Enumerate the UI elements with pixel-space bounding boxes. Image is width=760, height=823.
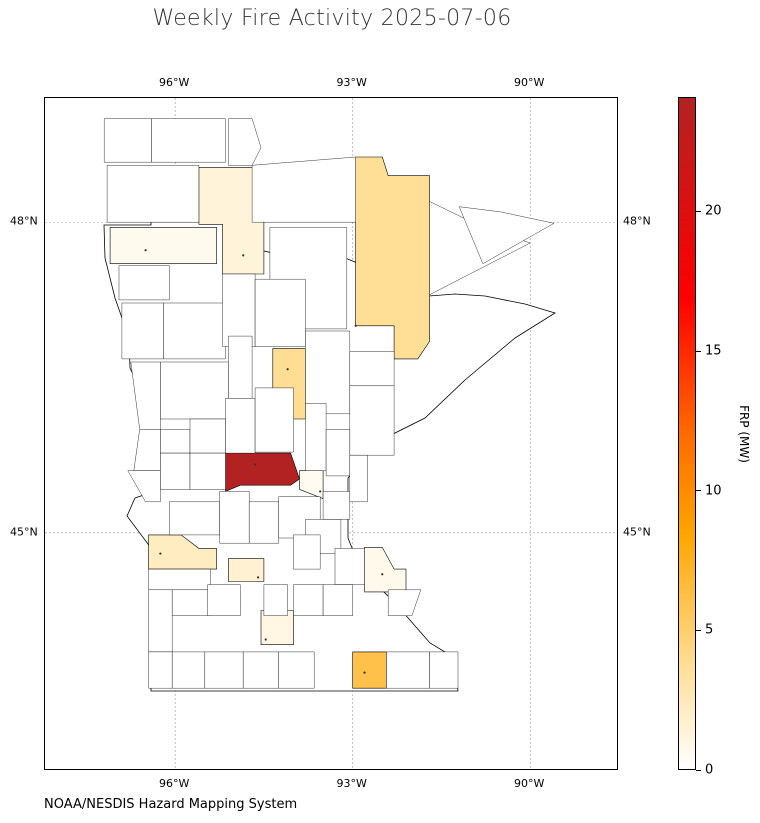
county-rice[interactable] bbox=[322, 584, 353, 616]
county-kandiyohi[interactable] bbox=[219, 491, 250, 544]
colorbar-title: FRP (MW) bbox=[737, 405, 751, 463]
county-nobles[interactable] bbox=[171, 651, 206, 689]
colorbar-tick-label-3: 15 bbox=[705, 343, 722, 359]
county-freeborn[interactable] bbox=[352, 651, 387, 689]
county-norman[interactable] bbox=[118, 265, 170, 301]
county-douglas[interactable] bbox=[189, 418, 226, 454]
county-redwood[interactable] bbox=[207, 584, 241, 616]
county-kanabec[interactable] bbox=[325, 429, 350, 477]
county-cass[interactable] bbox=[254, 278, 306, 347]
county-wadena[interactable] bbox=[228, 335, 253, 399]
colorbar-tick-label-2: 10 bbox=[705, 483, 722, 499]
fire-detection-point bbox=[363, 671, 366, 674]
lat-tick-left-1: 45°N bbox=[10, 525, 38, 539]
county-layer bbox=[104, 118, 555, 689]
colorbar-tick-mark-1 bbox=[696, 629, 701, 631]
county-rock[interactable] bbox=[148, 651, 173, 689]
lon-tick-bottom-0: 96°W bbox=[158, 777, 190, 790]
fire-detection-point bbox=[256, 576, 260, 579]
county-renville[interactable] bbox=[228, 558, 265, 582]
county-otter-tail[interactable] bbox=[160, 361, 229, 420]
county-traverse[interactable] bbox=[133, 429, 161, 471]
lon-tick-top-0: 96°W bbox=[158, 76, 190, 89]
frp-colorbar bbox=[678, 97, 696, 770]
county-carver[interactable] bbox=[293, 534, 321, 570]
lat-tick-left-0: 48°N bbox=[10, 214, 38, 228]
county-swift[interactable] bbox=[169, 501, 220, 536]
lon-tick-bottom-2: 90°W bbox=[514, 777, 545, 790]
map-panel[interactable] bbox=[44, 97, 618, 770]
county-dakota[interactable] bbox=[334, 548, 365, 585]
fire-detection-point bbox=[354, 324, 357, 327]
county-wabasha[interactable] bbox=[388, 589, 422, 616]
colorbar-tick-mark-2 bbox=[696, 490, 701, 492]
county-houston[interactable] bbox=[429, 651, 459, 689]
county-roseau[interactable] bbox=[151, 118, 226, 163]
county-pine[interactable] bbox=[349, 385, 395, 456]
county-meeker[interactable] bbox=[248, 501, 279, 544]
county-jackson[interactable] bbox=[204, 651, 244, 689]
colorbar-tick-mark-0 bbox=[696, 769, 701, 771]
county-st-louis[interactable] bbox=[355, 156, 430, 360]
county-koochiching[interactable] bbox=[251, 156, 356, 223]
county-anoka[interactable] bbox=[322, 491, 350, 520]
fire-detection-point bbox=[286, 368, 289, 371]
county-morrison[interactable] bbox=[254, 387, 294, 453]
county-pope[interactable] bbox=[189, 452, 226, 490]
lon-tick-top-2: 90°W bbox=[514, 76, 545, 89]
county-cook[interactable] bbox=[458, 206, 555, 264]
fire-detection-point bbox=[319, 490, 322, 493]
fire-detection-point bbox=[253, 463, 257, 466]
county-wilkin[interactable] bbox=[130, 361, 161, 430]
lat-tick-right-1: 45°N bbox=[623, 525, 651, 539]
colorbar-tick-label-1: 5 bbox=[705, 622, 714, 638]
county-aitkin[interactable] bbox=[305, 330, 350, 414]
fire-detection-point bbox=[159, 552, 162, 555]
colorbar-tick-mark-4 bbox=[696, 210, 701, 212]
county-marshall[interactable] bbox=[106, 165, 200, 223]
county-clay[interactable] bbox=[121, 302, 164, 360]
colorbar-tick-mark-3 bbox=[696, 350, 701, 352]
county-lake-of-the-woods[interactable] bbox=[228, 118, 262, 166]
fire-detection-point bbox=[381, 573, 384, 576]
county-goodhue[interactable] bbox=[364, 547, 407, 593]
lon-tick-bottom-1: 93°W bbox=[336, 777, 367, 790]
county-chisago[interactable] bbox=[349, 455, 368, 502]
county-nicollet[interactable] bbox=[263, 584, 288, 616]
county-lincoln[interactable] bbox=[148, 589, 173, 653]
lon-tick-top-1: 93°W bbox=[336, 76, 367, 89]
colorbar-tick-label-0: 0 bbox=[705, 762, 714, 778]
map-canvas bbox=[45, 98, 617, 769]
county-martin[interactable] bbox=[242, 651, 279, 689]
fire-detections bbox=[144, 249, 384, 674]
lat-tick-right-0: 48°N bbox=[623, 214, 651, 228]
county-fillmore[interactable] bbox=[386, 651, 430, 689]
county-becker[interactable] bbox=[163, 302, 226, 360]
map-title: Weekly Fire Activity 2025-07-06 bbox=[152, 6, 512, 31]
county-lyon[interactable] bbox=[171, 589, 211, 616]
county-polk[interactable] bbox=[109, 227, 217, 264]
county-carlton[interactable] bbox=[349, 351, 395, 386]
county-faribault[interactable] bbox=[278, 651, 315, 689]
fire-detection-point bbox=[264, 638, 267, 641]
county-todd[interactable] bbox=[225, 398, 256, 454]
county-le-sueur[interactable] bbox=[293, 584, 324, 616]
colorbar-tick-label-4: 20 bbox=[705, 203, 722, 219]
county-yellow-medicine[interactable] bbox=[148, 568, 211, 590]
fire-detection-point bbox=[242, 254, 245, 257]
county-grant[interactable] bbox=[160, 429, 191, 454]
county-hubbard[interactable] bbox=[222, 273, 256, 347]
county-big-stone[interactable] bbox=[127, 470, 161, 502]
county-mille-lacs[interactable] bbox=[305, 403, 327, 471]
county-stevens[interactable] bbox=[160, 452, 191, 490]
fire-detection-point bbox=[144, 249, 147, 252]
data-source-label: NOAA/NESDIS Hazard Mapping System bbox=[44, 797, 298, 812]
county-kittson[interactable] bbox=[104, 118, 152, 163]
